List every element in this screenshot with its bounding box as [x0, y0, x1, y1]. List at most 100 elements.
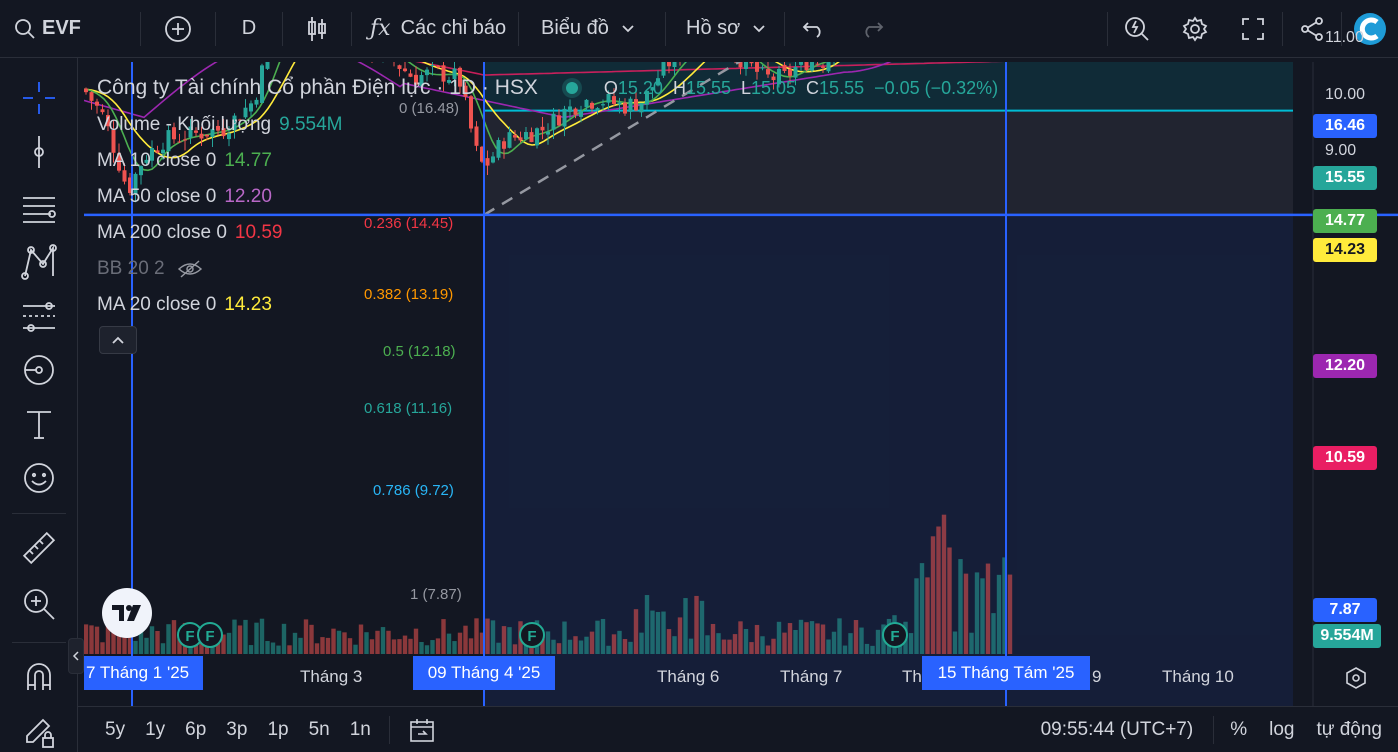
range-1m[interactable]: 1p: [267, 718, 289, 740]
range-1d[interactable]: 1n: [349, 718, 371, 740]
fullscreen-button[interactable]: [1224, 0, 1282, 58]
emoji-tool[interactable]: [19, 458, 59, 498]
volume-bar: [232, 619, 237, 654]
chart-type-button[interactable]: [283, 0, 351, 58]
candle-body: [562, 108, 567, 127]
percent-toggle[interactable]: %: [1230, 718, 1248, 740]
crosshair-tool[interactable]: [19, 78, 59, 118]
candle-body: [117, 153, 121, 171]
collapse-toolbar-button[interactable]: [68, 638, 84, 674]
volume-bar: [749, 642, 754, 654]
goto-date-button[interactable]: [408, 716, 436, 744]
volume-bar: [342, 632, 347, 654]
quick-search-button[interactable]: [1108, 0, 1166, 58]
indicators-label: Các chỉ báo: [400, 17, 507, 39]
ruler-tool[interactable]: [19, 528, 59, 568]
candle-body: [491, 156, 495, 163]
redo-button[interactable]: [843, 0, 901, 58]
range-1y[interactable]: 1y: [145, 718, 166, 740]
chevron-left-icon: [72, 651, 79, 661]
zoom-tool[interactable]: [19, 584, 59, 624]
time-axis[interactable]: Tháng 3 Tháng 6 Tháng 7 Th 9 Tháng 10 7 …: [84, 656, 1398, 696]
compare-button[interactable]: [141, 0, 215, 58]
volume-bar: [298, 637, 303, 654]
indicators-button[interactable]: ƒx Các chỉ báo: [352, 0, 518, 58]
volume-bar: [347, 638, 353, 654]
legend-ma200[interactable]: MA 200 close 0 10.59: [97, 222, 282, 244]
volume-value: 9.554M: [279, 114, 343, 135]
pattern-tool[interactable]: [19, 242, 59, 282]
ma200-line: [415, 62, 1005, 76]
legend-ma20[interactable]: MA 20 close 0 14.23: [97, 294, 272, 316]
app-logo[interactable]: [1342, 0, 1398, 58]
eye-hidden-icon[interactable]: [177, 259, 203, 279]
volume-bar: [925, 577, 930, 654]
candle-body: [216, 125, 220, 131]
range-5y[interactable]: 5y: [105, 718, 126, 740]
volume-bar: [754, 624, 760, 654]
legend-ma50[interactable]: MA 50 close 0 12.20: [97, 186, 272, 208]
volume-bar: [721, 639, 727, 654]
axis-settings-button[interactable]: [1342, 664, 1370, 692]
magnet-tool[interactable]: [19, 658, 59, 698]
price-tag: 7.87: [1313, 598, 1377, 622]
redo-icon: [865, 21, 884, 38]
range-6m[interactable]: 6p: [185, 718, 207, 740]
volume-bar: [94, 626, 100, 654]
candle-body: [771, 76, 776, 81]
share-button[interactable]: [1283, 0, 1341, 58]
symbol-search[interactable]: EVF: [0, 0, 140, 58]
volume-bar: [930, 536, 936, 654]
candle-body: [100, 109, 105, 113]
range-3m[interactable]: 3p: [226, 718, 248, 740]
settings-button[interactable]: [1166, 0, 1224, 58]
tradingview-logo[interactable]: [102, 588, 152, 638]
lock-drawing-tool[interactable]: [19, 712, 59, 752]
legend-ma10[interactable]: MA 10 close 0 14.77: [97, 150, 272, 172]
volume-bar: [743, 628, 749, 654]
volume-bar: [908, 633, 914, 654]
chart-menu[interactable]: Biểu đồ: [519, 0, 665, 58]
volume-bar: [375, 630, 380, 654]
volume-bar: [798, 619, 804, 654]
candle-body: [782, 64, 787, 71]
fib-tool[interactable]: [19, 188, 59, 228]
logo-icon: [1354, 12, 1386, 45]
volume-bar: [540, 636, 545, 654]
candle-body: [601, 104, 605, 106]
volume-bar: [199, 638, 204, 654]
volume-bar: [463, 625, 468, 654]
clock-timezone[interactable]: 09:55:44 (UTC+7): [1040, 718, 1194, 740]
volume-bar: [221, 634, 226, 654]
auto-scale-toggle[interactable]: tự động: [1316, 718, 1382, 740]
candle-body: [777, 68, 781, 85]
brush-tool[interactable]: [19, 350, 59, 390]
log-toggle[interactable]: log: [1269, 718, 1295, 740]
drawing-toolbar: [0, 58, 78, 752]
legend-volume[interactable]: Volume - Khối lượng 9.554M: [97, 114, 342, 136]
candle-body: [799, 62, 803, 65]
volume-bar: [452, 641, 457, 654]
volume-bar: [683, 598, 688, 654]
candle-body: [408, 73, 413, 77]
collapse-legend-button[interactable]: [99, 326, 137, 354]
fullscreen-icon: [1242, 17, 1264, 40]
text-tool[interactable]: [19, 404, 59, 444]
volume-bar: [958, 559, 963, 654]
candle-body: [260, 65, 264, 103]
forecast-tool[interactable]: [19, 296, 59, 336]
volume-bar: [309, 624, 314, 654]
volume-bar: [842, 645, 848, 654]
candle-body: [221, 128, 226, 137]
interval-button[interactable]: D: [216, 0, 282, 58]
volume-bar: [325, 637, 331, 654]
trend-line-tool[interactable]: [19, 132, 59, 172]
undo-button[interactable]: [785, 0, 843, 58]
price-tag: 14.23: [1313, 238, 1377, 262]
profile-menu[interactable]: Hồ sơ: [666, 0, 784, 58]
range-5d[interactable]: 5n: [308, 718, 330, 740]
legend-bb[interactable]: BB 20 2: [97, 258, 203, 280]
candle-body: [656, 78, 660, 86]
